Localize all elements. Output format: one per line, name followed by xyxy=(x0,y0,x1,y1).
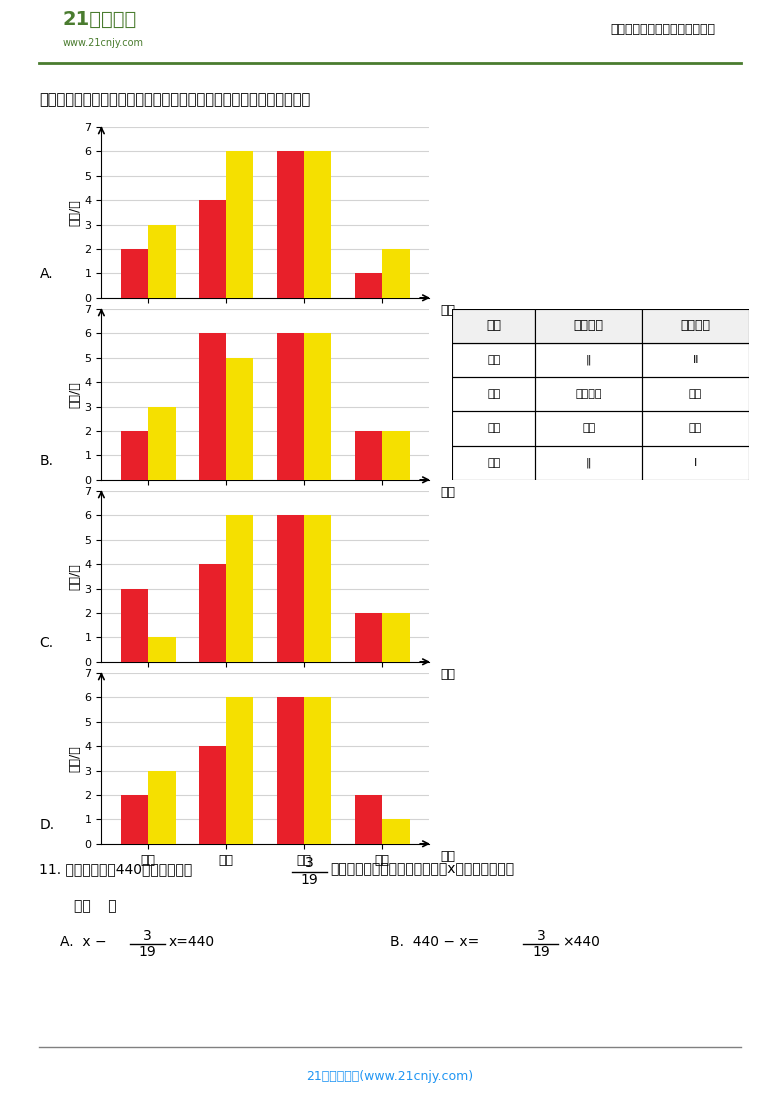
Bar xyxy=(642,411,749,446)
Bar xyxy=(226,151,254,298)
Text: 游泳: 游泳 xyxy=(488,424,501,433)
Text: 女生人数: 女生人数 xyxy=(680,320,711,332)
Bar xyxy=(535,411,642,446)
Bar xyxy=(382,249,410,298)
Text: B.: B. xyxy=(40,454,54,468)
Bar xyxy=(226,697,254,844)
Text: 11. 某小学有男生440人，比女生多: 11. 某小学有男生440人，比女生多 xyxy=(39,863,192,877)
Text: ×440: ×440 xyxy=(562,935,600,950)
Bar xyxy=(642,446,749,480)
Bar xyxy=(277,151,304,298)
Text: 如果用红条表示男生，黄条表示女生，下面哪幅图是小明调查的结果？: 如果用红条表示男生，黄条表示女生，下面哪幅图是小明调查的结果？ xyxy=(39,92,310,107)
Bar xyxy=(121,249,148,298)
Text: 是（    ）: 是（ ） xyxy=(74,899,117,913)
Bar xyxy=(304,151,331,298)
Bar xyxy=(277,515,304,662)
Bar xyxy=(452,446,535,480)
Text: 卅丨: 卅丨 xyxy=(582,424,595,433)
Y-axis label: 人数/人: 人数/人 xyxy=(69,563,82,590)
Bar xyxy=(535,377,642,411)
Bar xyxy=(452,343,535,377)
Text: 跳高: 跳高 xyxy=(488,389,501,399)
Bar xyxy=(642,377,749,411)
Bar xyxy=(535,309,642,343)
Text: 项目: 项目 xyxy=(487,320,502,332)
Bar xyxy=(226,357,254,480)
Bar xyxy=(642,309,749,343)
Bar xyxy=(121,431,148,480)
Text: ‖: ‖ xyxy=(586,458,591,468)
Text: 项目: 项目 xyxy=(441,303,456,317)
Bar xyxy=(642,309,749,343)
Y-axis label: 人数/人: 人数/人 xyxy=(69,381,82,408)
Text: 3: 3 xyxy=(305,856,314,870)
Text: 跑步: 跑步 xyxy=(488,355,501,365)
Bar xyxy=(277,333,304,480)
Text: 19: 19 xyxy=(532,945,550,960)
Bar xyxy=(304,697,331,844)
Bar xyxy=(452,309,535,343)
Bar xyxy=(535,309,642,343)
Text: 项目: 项目 xyxy=(441,485,456,499)
Text: 21世纪教育网(www.21cnjy.com): 21世纪教育网(www.21cnjy.com) xyxy=(307,1070,473,1083)
Text: 3: 3 xyxy=(537,929,545,943)
Bar xyxy=(535,343,642,377)
Text: Ⅰ: Ⅰ xyxy=(694,458,697,468)
Bar xyxy=(382,613,410,662)
Bar xyxy=(355,274,382,298)
Text: 19: 19 xyxy=(300,872,318,887)
Bar xyxy=(148,225,176,298)
Bar xyxy=(148,407,176,480)
Text: 跳远: 跳远 xyxy=(488,458,501,468)
Bar xyxy=(304,333,331,480)
Bar xyxy=(382,431,410,480)
Bar xyxy=(148,638,176,662)
Text: 男生人数: 男生人数 xyxy=(574,320,604,332)
Text: C.: C. xyxy=(40,636,54,650)
Bar xyxy=(199,333,226,480)
Bar xyxy=(121,589,148,662)
Bar xyxy=(382,820,410,844)
Text: 21世纪教育: 21世纪教育 xyxy=(62,10,136,30)
Y-axis label: 人数/人: 人数/人 xyxy=(69,199,82,226)
Bar xyxy=(199,746,226,844)
Text: D.: D. xyxy=(39,818,55,832)
Bar xyxy=(148,771,176,844)
Bar xyxy=(535,446,642,480)
Text: x=440: x=440 xyxy=(168,935,215,950)
Text: 丨丨丨丨: 丨丨丨丨 xyxy=(576,389,602,399)
Bar xyxy=(121,795,148,844)
Bar xyxy=(355,795,382,844)
Bar xyxy=(452,411,535,446)
Text: 19: 19 xyxy=(139,945,157,960)
Bar xyxy=(226,515,254,662)
Bar xyxy=(304,515,331,662)
Text: 中小学教育资源及组卷应用平台: 中小学教育资源及组卷应用平台 xyxy=(611,23,715,36)
Text: 则女生人数有多少人？设女生有x人，列式正确的: 则女生人数有多少人？设女生有x人，列式正确的 xyxy=(331,863,515,877)
Bar xyxy=(642,343,749,377)
Y-axis label: 人数/人: 人数/人 xyxy=(69,745,82,772)
Bar xyxy=(355,613,382,662)
Bar xyxy=(199,200,226,298)
Text: 3: 3 xyxy=(144,929,152,943)
Text: A.: A. xyxy=(40,267,54,280)
Bar xyxy=(452,377,535,411)
Bar xyxy=(355,431,382,480)
Text: 项目: 项目 xyxy=(441,667,456,681)
Text: B.  440 − x=: B. 440 − x= xyxy=(390,935,479,950)
Text: 项目: 项目 xyxy=(441,849,456,863)
Bar xyxy=(452,309,535,343)
Bar xyxy=(277,697,304,844)
Text: ‖: ‖ xyxy=(586,355,591,365)
Text: Ⅱ: Ⅱ xyxy=(693,355,698,365)
Text: 卅丨: 卅丨 xyxy=(689,424,702,433)
Text: www.21cnjy.com: www.21cnjy.com xyxy=(62,38,144,49)
Bar xyxy=(199,564,226,662)
Text: A.  x −: A. x − xyxy=(60,935,107,950)
Text: 卅丨: 卅丨 xyxy=(689,389,702,399)
